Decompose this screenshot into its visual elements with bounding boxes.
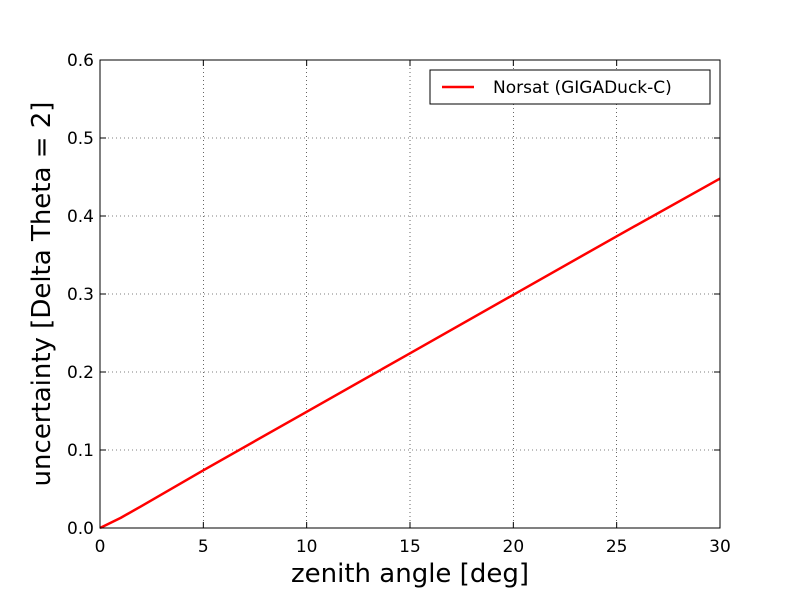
series-line xyxy=(99,177,721,530)
x-tick-label: 25 xyxy=(606,537,628,557)
x-tick-label: 10 xyxy=(296,537,318,557)
y-tick-label: 0.0 xyxy=(67,519,94,539)
y-tick-label: 0.2 xyxy=(67,363,94,383)
legend: Norsat (GIGADuck-C) xyxy=(429,69,711,105)
y-tick-label: 0.6 xyxy=(67,51,94,71)
x-tick-label: 5 xyxy=(198,537,209,557)
series-layer xyxy=(99,177,721,530)
legend-label: Norsat (GIGADuck-C) xyxy=(493,78,672,98)
y-tick-labels: 0.0 0.1 0.2 0.3 0.4 0.5 0.6 xyxy=(67,51,94,539)
y-tick-label: 0.1 xyxy=(67,441,94,461)
y-tick-label: 0.5 xyxy=(67,129,94,149)
x-tick-label: 15 xyxy=(399,537,421,557)
y-tick-label: 0.4 xyxy=(67,207,94,227)
x-axis-title: zenith angle [deg] xyxy=(291,559,529,589)
axis-ticks xyxy=(99,59,721,529)
legend-box xyxy=(429,69,711,105)
x-tick-label: 20 xyxy=(503,537,525,557)
x-tick-label: 30 xyxy=(709,537,731,557)
x-tick-labels: 0 5 10 15 20 25 30 xyxy=(95,537,731,557)
y-tick-label: 0.3 xyxy=(67,285,94,305)
x-tick-label: 0 xyxy=(95,537,106,557)
y-axis-title: uncertainty [Delta Theta = 2] xyxy=(27,102,57,487)
